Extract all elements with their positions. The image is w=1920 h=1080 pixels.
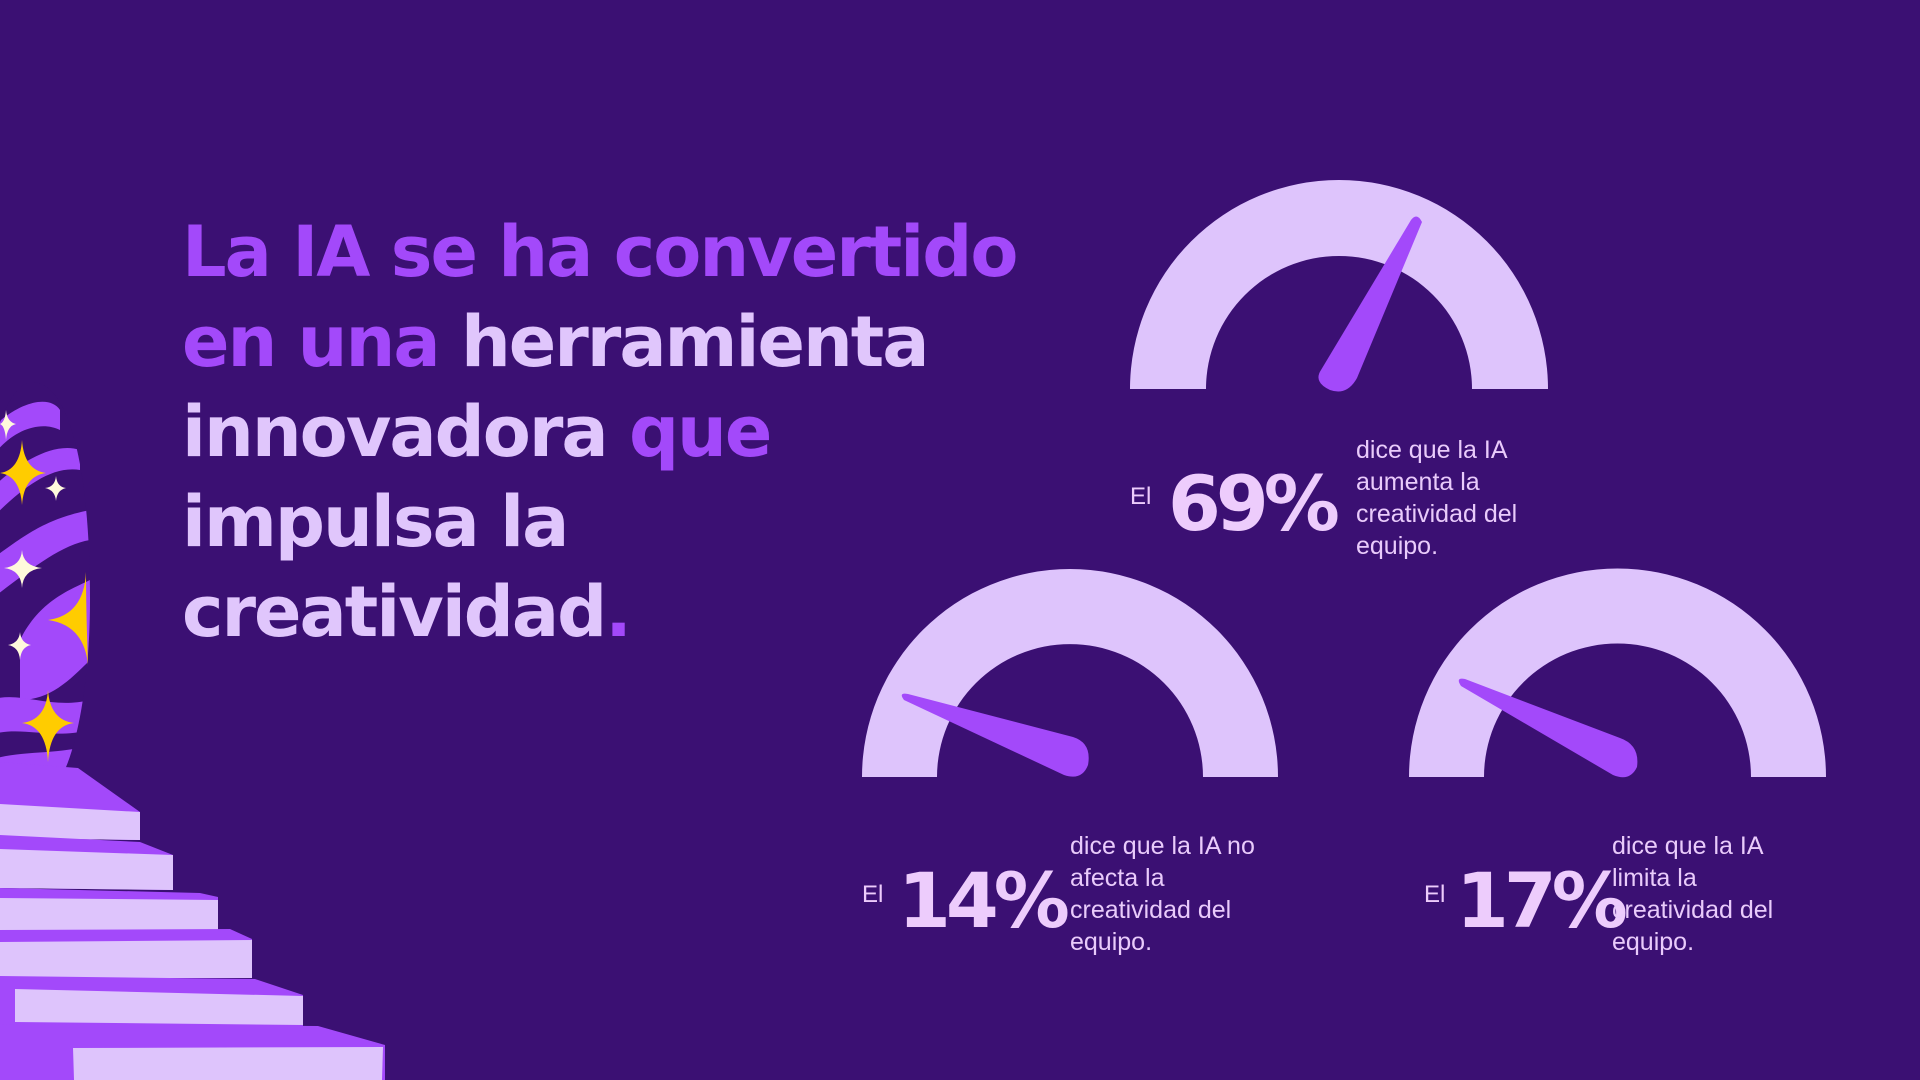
desc-line: creatividad del (1356, 500, 1518, 528)
stat-percent: 14% (898, 856, 1070, 945)
stat-percent: 17% (1456, 856, 1628, 945)
stat-percent: 69% (1168, 459, 1340, 548)
gauge-needle-icon (1458, 678, 1638, 778)
sparkle-icon (0, 410, 88, 762)
desc-line: aumenta la (1356, 468, 1480, 496)
desc-line: equipo. (1612, 928, 1695, 956)
stat-description: dice que la IA limita la creatividad del… (1612, 830, 1773, 958)
gauge-needle-icon (901, 693, 1089, 777)
headline-period: . (605, 571, 632, 653)
stat-prefix: El (1130, 483, 1152, 510)
stat-69: El 69% dice que la IA aumenta la creativ… (1130, 430, 1550, 570)
stairs-icon (0, 762, 385, 1080)
desc-line: equipo. (1070, 928, 1153, 956)
desc-line: creatividad del (1612, 896, 1774, 924)
headline-segment: que (628, 391, 772, 473)
headline-segment: innovadora (182, 391, 609, 473)
stairs-illustration (0, 381, 385, 1080)
stat-prefix: El (1424, 881, 1446, 908)
gauge-arc (862, 569, 1278, 777)
stat-14: El 14% dice que la IA no afecta la creat… (862, 830, 1282, 970)
desc-line: dice que la IA no (1070, 832, 1255, 860)
gauge-14 (862, 569, 1278, 777)
stat-description: dice que la IA no afecta la creatividad … (1070, 830, 1255, 958)
headline-segment: creatividad (182, 571, 607, 653)
desc-line: dice que la IA (1612, 832, 1764, 860)
headline: La IA se ha convertido en una herramient… (182, 207, 1082, 657)
headline-segment: impulsa la (182, 481, 569, 563)
desc-line: equipo. (1356, 532, 1439, 560)
gauge-needle-icon (1318, 216, 1422, 392)
stat-prefix: El (862, 881, 884, 908)
desc-line: afecta la (1070, 864, 1165, 892)
headline-segment: La IA se ha convertido (182, 211, 1018, 293)
desc-line: dice que la IA (1356, 436, 1508, 464)
gauge-69 (1130, 180, 1548, 392)
gauge-arc (1409, 568, 1826, 777)
stat-17: El 17% dice que la IA limita la creativi… (1424, 830, 1844, 970)
gauge-arc (1130, 180, 1548, 389)
gauge-17 (1409, 568, 1826, 778)
desc-line: creatividad del (1070, 896, 1232, 924)
desc-line: limita la (1612, 864, 1697, 892)
stat-description: dice que la IA aumenta la creatividad de… (1356, 434, 1517, 562)
headline-segment: en una (182, 301, 441, 383)
headline-segment: herramienta (460, 301, 930, 383)
